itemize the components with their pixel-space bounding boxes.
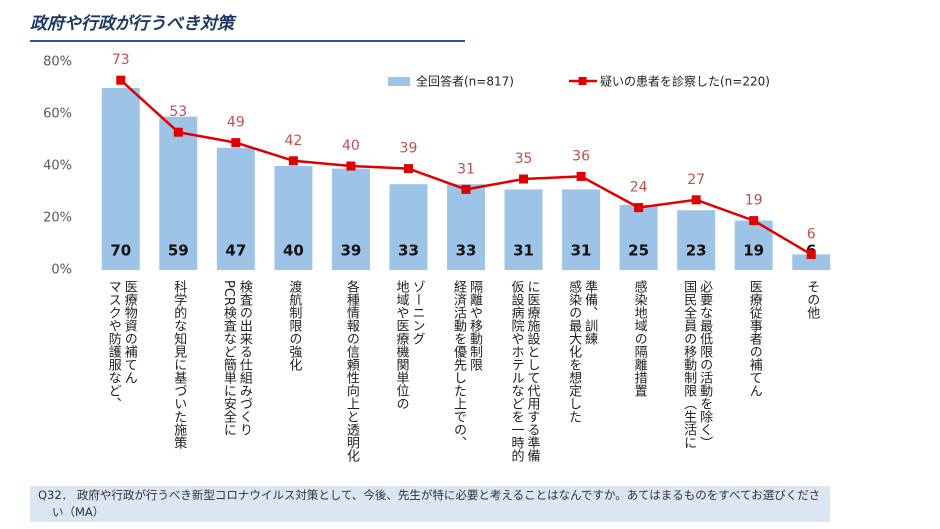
x-tick-label: 科学的な知見に基づいた施策 xyxy=(171,280,187,449)
bar-value-label: 33 xyxy=(398,242,419,260)
bar xyxy=(447,184,485,270)
line-value-label: 31 xyxy=(457,161,475,177)
x-tick-label: 隔離や移動制限 経済活動を優先した上での、 xyxy=(451,280,482,449)
y-tick-label: 0% xyxy=(51,263,72,278)
y-tick-label: 80% xyxy=(43,55,72,70)
bar-value-label: 47 xyxy=(225,242,246,260)
chart-title: 政府や行政が行うべき対策 xyxy=(30,14,237,34)
legend-label: 疑いの患者を診察した(n=220) xyxy=(600,74,770,89)
x-tick-label: 検査の出来る仕組みづくり PCR検査など簡単に安全に xyxy=(220,280,252,436)
line-value-label: 39 xyxy=(400,141,418,157)
bar xyxy=(562,189,601,270)
bar-value-label: 23 xyxy=(686,242,707,260)
marker xyxy=(403,164,413,174)
marker xyxy=(691,195,701,205)
legend-swatch xyxy=(388,77,410,86)
line-value-label: 36 xyxy=(572,148,590,164)
line-value-label: 42 xyxy=(284,133,302,149)
line-value-label: 19 xyxy=(745,193,763,209)
footnote: Q32． 政府や行政が行うべき新型コロナウイルス対策として、今後、先生が特に必要… xyxy=(30,486,830,522)
marker xyxy=(461,184,471,194)
bar-value-label: 59 xyxy=(168,242,189,260)
bar xyxy=(101,88,140,270)
marker xyxy=(288,156,298,166)
line-value-label: 6 xyxy=(807,226,816,242)
x-tick-label: 必要な最低限の活動を除く） 国民全員の移動制限（生活に xyxy=(681,280,713,449)
y-tick-label: 20% xyxy=(43,211,72,226)
marker xyxy=(116,75,126,85)
bar-value-label: 25 xyxy=(628,242,649,260)
bar xyxy=(216,147,255,270)
bar xyxy=(792,254,831,270)
x-tick-label: その他 xyxy=(804,280,820,319)
x-tick-label: 感染地域の隔離措置 xyxy=(631,280,647,397)
legend-swatch xyxy=(578,77,587,85)
bar-value-label: 31 xyxy=(513,242,534,260)
line-value-label: 73 xyxy=(112,52,130,68)
y-tick-label: 40% xyxy=(43,159,72,174)
x-tick-label: 渡航制限の強化 xyxy=(286,280,302,371)
marker xyxy=(576,171,586,181)
line-value-label: 53 xyxy=(169,104,187,120)
bar-value-label: 40 xyxy=(283,242,304,260)
bar-value-label: 39 xyxy=(340,242,361,260)
line-value-label: 27 xyxy=(687,172,705,188)
bar-value-label: 70 xyxy=(110,242,131,260)
bar-value-label: 33 xyxy=(456,242,477,260)
bar xyxy=(331,168,370,270)
marker xyxy=(173,127,183,137)
bar xyxy=(677,210,716,270)
marker xyxy=(346,161,356,171)
bar xyxy=(619,205,658,270)
bar-value-label: 31 xyxy=(571,242,592,260)
x-tick-label: 医療従事者の補てん xyxy=(746,280,762,397)
marker xyxy=(634,203,644,213)
marker xyxy=(749,216,759,226)
x-tick-label: 医療物資の補てん マスクや防護服など、 xyxy=(105,280,137,410)
y-tick-label: 60% xyxy=(43,107,72,122)
line-value-label: 49 xyxy=(227,115,245,131)
line-value-label: 40 xyxy=(342,138,360,154)
line-value-label: 35 xyxy=(515,151,533,167)
x-tick-label: 準備、訓練 感染の最大化を想定した xyxy=(566,280,598,423)
x-tick-label: 各種情報の信頼性向上と透明化 xyxy=(343,280,359,462)
legend-label: 全回答者(n=817) xyxy=(416,74,514,89)
bar xyxy=(389,184,428,270)
bar-value-label: 19 xyxy=(743,242,764,260)
bar xyxy=(274,166,313,270)
bar xyxy=(504,189,543,270)
bar xyxy=(159,116,198,270)
marker xyxy=(231,138,241,148)
marker xyxy=(806,249,816,259)
x-tick-label: ゾーニング 地域や医療機関単位の xyxy=(393,280,425,410)
x-tick-label: に医療施設として代用する準備 仮設病院やホテルなどを一時的 xyxy=(508,280,540,462)
line-value-label: 24 xyxy=(630,180,648,196)
marker xyxy=(519,174,529,184)
